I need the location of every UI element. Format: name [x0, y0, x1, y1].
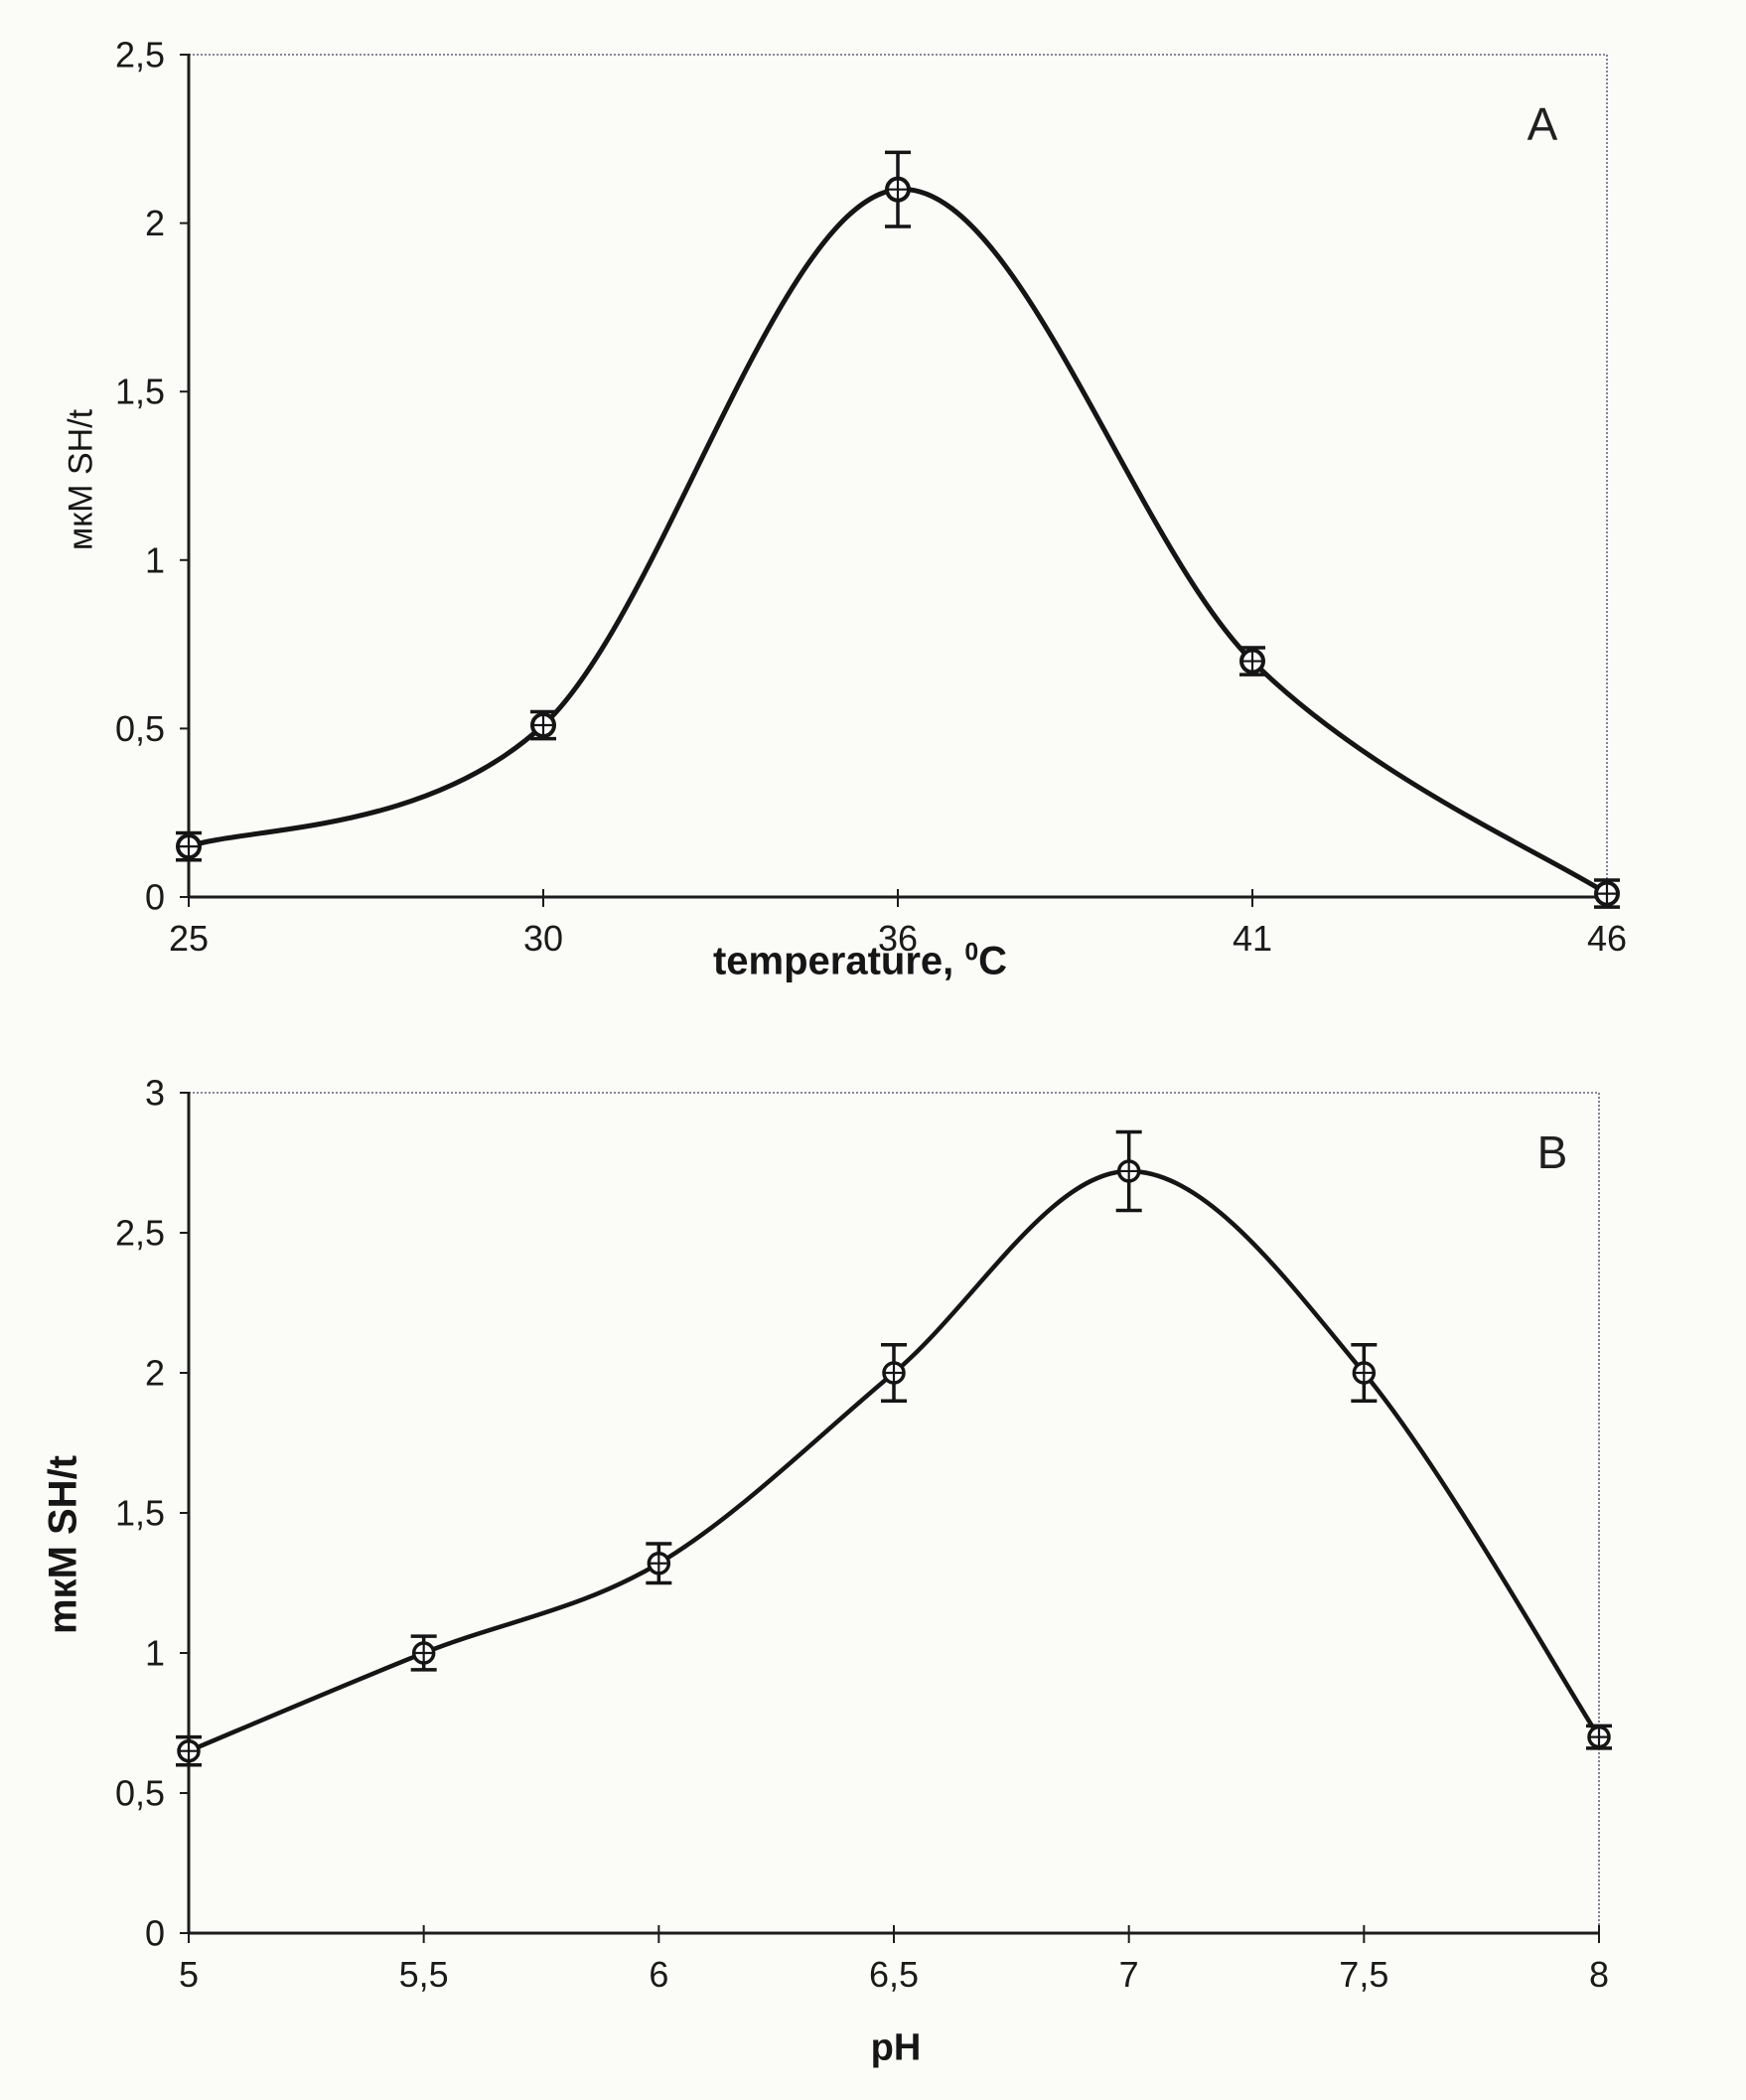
y-axis-tick-label: 1 — [145, 539, 165, 580]
panel-b-y-axis-title: mкM SH/t — [41, 1454, 85, 1635]
y-axis-tick-label: 2,5 — [115, 35, 165, 75]
x-axis-tick-label: 8 — [1589, 1954, 1609, 1995]
x-axis-tick-label: 25 — [169, 918, 209, 959]
x-axis-tick-label: 30 — [523, 918, 563, 959]
x-axis-tick-label: 36 — [878, 918, 918, 959]
x-axis-tick-label: 41 — [1233, 918, 1272, 959]
panel-a-x-axis-title-text: temperature, — [712, 939, 965, 983]
x-axis-tick-label: 5 — [179, 1954, 199, 1995]
panel-a-x-axis-title-superscript: 0 — [964, 939, 979, 967]
panel-b-x-axis-title: pH — [870, 2026, 922, 2069]
y-axis-tick-label: 2 — [145, 1353, 165, 1394]
y-axis-tick-label: 0,5 — [115, 708, 165, 749]
x-axis-tick-label: 46 — [1587, 918, 1627, 959]
series-curve — [186, 1168, 1602, 1753]
x-axis-tick-label: 7,5 — [1339, 1954, 1388, 1995]
plot-frame — [188, 1092, 1600, 1934]
chart-panel-a-canvas: 0 0,5 1 1,5 2 2,5 25 30 36 41 46 — [115, 35, 1627, 960]
y-axis-tick-label: 1 — [145, 1633, 165, 1674]
y-axis-tick-label: 3 — [145, 1073, 165, 1114]
y-axis-tick-label: 0 — [145, 877, 165, 918]
panel-a-x-axis-title: temperature, 0C — [713, 939, 1007, 983]
x-axis-tick-label: 5,5 — [399, 1954, 449, 1995]
y-axis-tick-label: 1,5 — [115, 1493, 165, 1534]
panel-a-letter: A — [1527, 98, 1558, 150]
y-axis-tick-label: 2 — [145, 203, 165, 243]
panel-b-letter: B — [1536, 1126, 1568, 1178]
panel-a-y-axis-title: мкМ SH/t — [62, 408, 100, 551]
x-axis-tick-label: 6,5 — [869, 1954, 919, 1995]
series-curve — [186, 187, 1610, 897]
panel-a-x-axis-title-unit: C — [978, 939, 1008, 983]
chart-panel-b-canvas: 0 0,5 1 1,5 2 2,5 3 5 5,5 6 6,5 7 7,5 8 — [115, 1073, 1612, 1995]
x-axis-tick-label: 6 — [649, 1954, 668, 1995]
y-axis-tick-label: 1,5 — [115, 372, 165, 412]
y-axis-tick-label: 0,5 — [115, 1773, 165, 1814]
y-axis-tick-label: 0 — [145, 1913, 165, 1954]
x-axis-tick-label: 7 — [1119, 1954, 1139, 1995]
y-axis-tick-label: 2,5 — [115, 1213, 165, 1254]
